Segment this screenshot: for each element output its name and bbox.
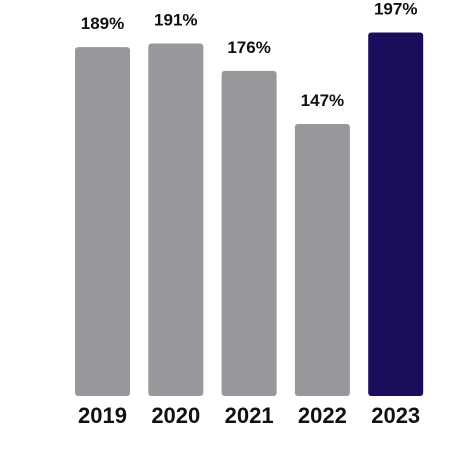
x-tick-label-2022: 2022 [298, 403, 347, 428]
value-label-2022: 147% [301, 91, 344, 110]
value-label-2020: 191% [154, 11, 197, 30]
bar-2019 [75, 47, 130, 396]
value-label-2019: 189% [81, 14, 124, 33]
bar-2022 [294, 124, 350, 396]
bar-2023 [368, 32, 424, 396]
bar-2020 [148, 43, 204, 396]
x-tick-label-2021: 2021 [225, 403, 274, 428]
x-tick-label-2023: 2023 [371, 403, 420, 428]
value-labels-group: 189% 191% 176% 147% 197% [81, 0, 418, 110]
bar-2021 [221, 70, 277, 397]
x-tick-label-2020: 2020 [151, 403, 200, 428]
x-axis-tick-labels: 2019 2020 2021 2022 2023 [78, 403, 420, 428]
value-label-2021: 176% [227, 38, 270, 57]
value-label-2023: 197% [374, 0, 417, 19]
x-tick-label-2019: 2019 [78, 403, 127, 428]
bars-group [75, 32, 424, 397]
